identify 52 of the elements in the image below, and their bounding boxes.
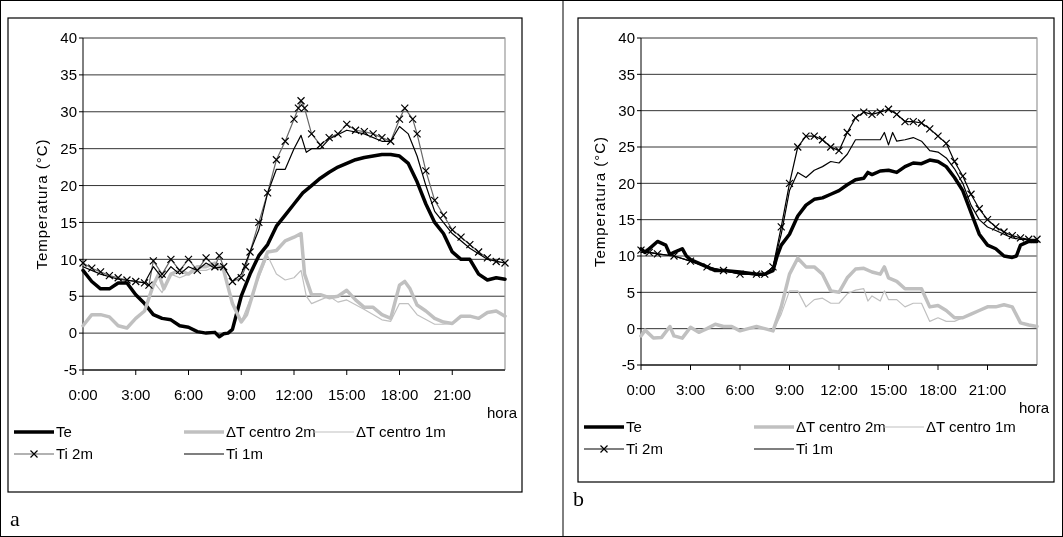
text: b	[573, 486, 584, 511]
y-tick-label: 15	[60, 213, 77, 231]
y-tick-label: 5	[68, 287, 77, 305]
y-tick-label: 30	[60, 103, 77, 121]
y-tick-label: 40	[60, 29, 77, 47]
legend-label: ΔT centro 2m	[796, 418, 886, 436]
y-axis-title: Temperatura (°C)	[33, 138, 50, 270]
legend-label: Ti 1m	[796, 440, 833, 458]
legend-label: ΔT centro 2m	[226, 423, 316, 441]
x-tick-label: 21:00	[968, 381, 1007, 398]
y-tick-label: 25	[618, 138, 635, 156]
y-tick-label: 30	[618, 101, 635, 119]
y-tick-label: 25	[60, 139, 77, 157]
y-tick-label: 10	[618, 247, 635, 265]
x-tick-label: 15:00	[327, 386, 366, 403]
x-tick-label: 0:00	[68, 386, 98, 403]
y-tick-label: 0	[626, 319, 635, 337]
x-tick-label: 0:00	[626, 381, 656, 398]
legend-label: Ti 2m	[626, 440, 663, 458]
y-tick-label: 5	[626, 283, 635, 301]
y-tick-label: 15	[618, 210, 635, 228]
text: a	[10, 506, 20, 531]
legend-label: Te	[56, 423, 72, 441]
y-tick-label: 20	[60, 176, 77, 194]
y-tick-label: 35	[618, 65, 635, 83]
x-tick-label: 6:00	[173, 386, 204, 403]
y-tick-label: 40	[618, 29, 635, 47]
y-tick-label: -5	[621, 356, 635, 374]
x-tick-label: 12:00	[275, 386, 313, 403]
y-tick-label: 20	[618, 174, 635, 192]
legend-label: Ti 2m	[56, 445, 93, 463]
y-tick-label: -5	[63, 361, 77, 379]
legend-label: ΔT centro 1m	[926, 418, 1016, 436]
x-tick-label: 6:00	[725, 381, 755, 398]
legend-label: Te	[626, 418, 642, 436]
x-axis-title: hora	[486, 404, 518, 421]
legend-label: ΔT centro 1m	[356, 423, 446, 441]
x-tick-label: 15:00	[869, 381, 908, 398]
legend-label: Ti 1m	[226, 445, 263, 463]
x-tick-label: 21:00	[433, 386, 472, 403]
y-tick-label: 0	[68, 324, 77, 342]
x-tick-label: 3:00	[675, 381, 706, 398]
x-tick-label: 9:00	[774, 381, 805, 398]
x-tick-label: 3:00	[121, 386, 151, 403]
x-axis-title: hora	[1018, 399, 1050, 416]
y-axis-title: Temperatura (°C)	[591, 135, 608, 268]
y-tick-label: 10	[60, 250, 77, 268]
x-tick-label: 9:00	[226, 386, 256, 403]
y-tick-label: 35	[60, 66, 77, 84]
x-tick-label: 12:00	[820, 381, 858, 398]
x-tick-label: 18:00	[919, 381, 957, 398]
x-tick-label: 18:00	[380, 386, 419, 403]
